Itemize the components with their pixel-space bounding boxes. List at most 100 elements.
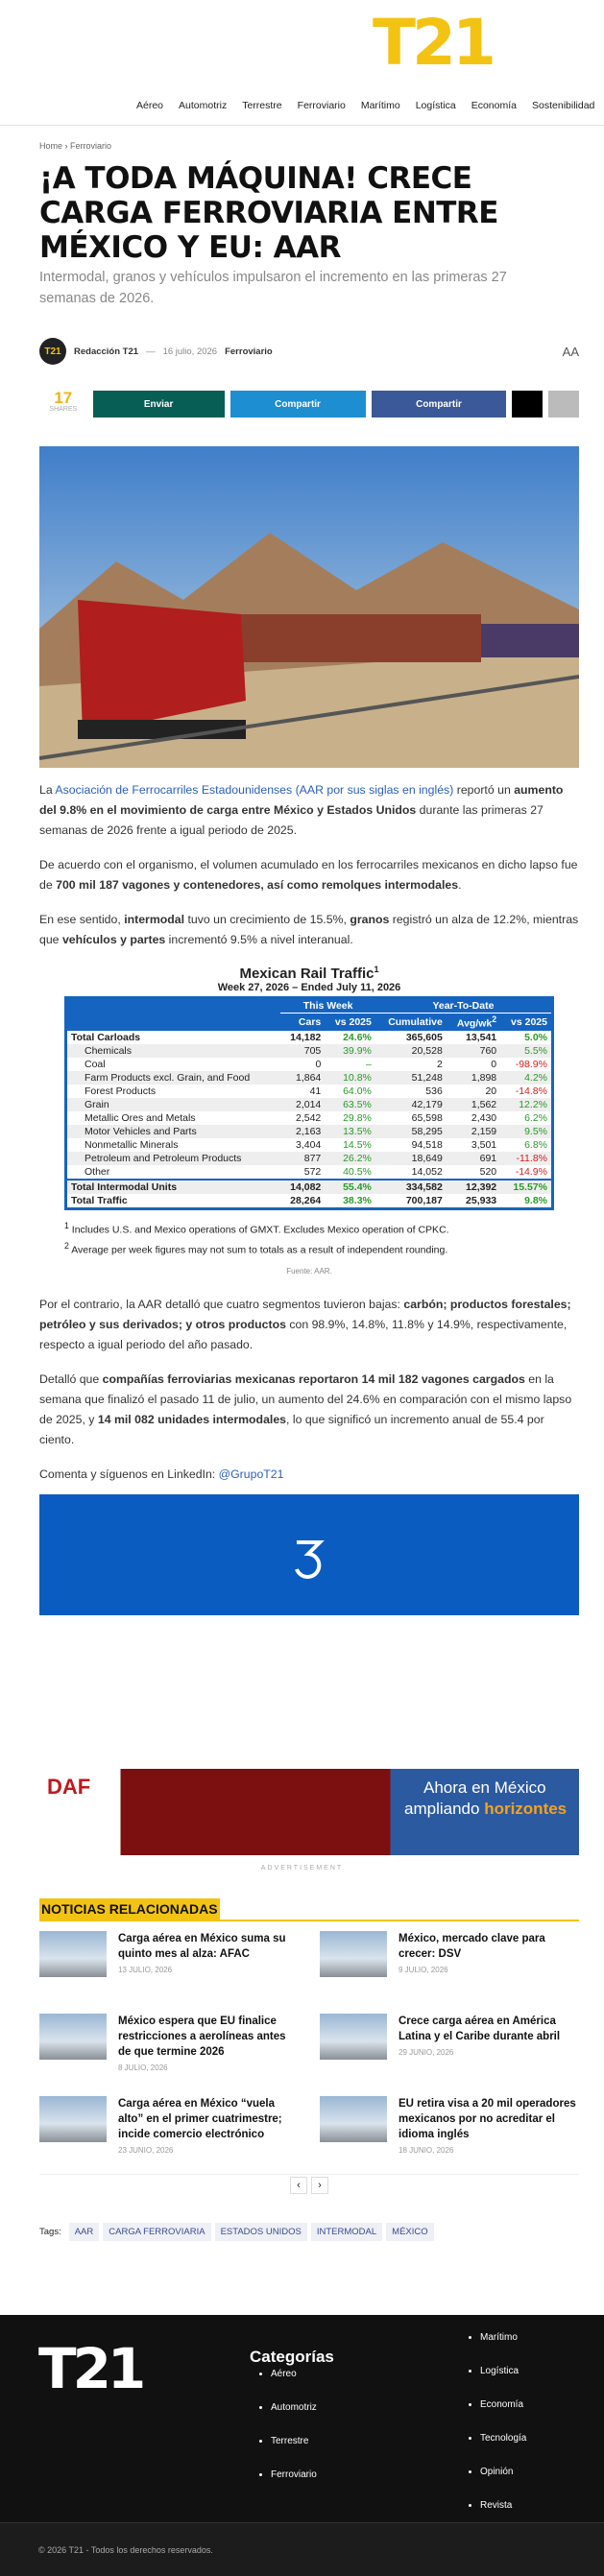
related-title: México espera que EU finalice restriccio… [118, 2015, 286, 2058]
table-cell: 39.9% [343, 1044, 372, 1057]
title: ¡A TODA MÁQUINA! CRECE CARGA FERROVIARIA… [39, 161, 498, 265]
table-cell: 5.5% [524, 1044, 547, 1057]
linkedin[interactable]: Compartir [230, 391, 366, 417]
footer-link[interactable]: Economía [480, 2399, 526, 2410]
table-cell: 12,392 [466, 1181, 497, 1193]
related-item[interactable]: Carga aérea en México suma su quinto mes… [39, 1931, 299, 1998]
footer-link[interactable]: Marítimo [480, 2332, 526, 2343]
table-cell: 365,605 [405, 1031, 443, 1043]
thumbnail [39, 1931, 107, 1977]
related-item[interactable]: México espera que EU finalice restriccio… [39, 2014, 299, 2081]
paragraph: Detalló que compañías ferroviarias mexic… [39, 1370, 579, 1450]
tag[interactable]: AAR [68, 2223, 100, 2241]
pagination: ‹ › [39, 2174, 579, 2194]
nav-item[interactable]: Ferroviario [297, 100, 346, 111]
text: 2 [492, 1014, 497, 1024]
x-button[interactable] [512, 391, 544, 417]
nav-item[interactable]: Sostenibilidad [532, 100, 595, 111]
footer-link[interactable]: Aéreo [271, 2369, 317, 2379]
table-cell: 1,864 [296, 1071, 322, 1084]
table-cell: 14,052 [411, 1165, 443, 1178]
text[interactable]: › [311, 2177, 328, 2194]
table-row: Total Intermodal Units 14,082 55.4% 334,582… [65, 1179, 553, 1194]
table-row: Motor Vehicles and Parts 2,163 13.5% 58,295… [65, 1124, 553, 1138]
table-row: Other 572 40.5% 14,052 520 -14.9% [66, 1165, 553, 1180]
related-item[interactable]: EU retira visa a 20 mil operadores mexic… [320, 2096, 579, 2163]
text: Categorías [250, 2348, 334, 2366]
text: Cars [298, 1015, 322, 1028]
table-cell: 28,264 [290, 1194, 322, 1206]
thumbnail [320, 1931, 387, 1977]
nav-item[interactable]: Logística [415, 100, 456, 111]
text: DAF [47, 1775, 91, 1799]
embed-box[interactable] [39, 1494, 579, 1615]
text[interactable]: @GrupoT21 [218, 1467, 284, 1481]
related-item[interactable]: México, mercado clave para crecer: DSV 9 … [320, 1931, 579, 1998]
related-item[interactable]: Crece carga aérea en América Latina y el… [320, 2014, 579, 2081]
nav-item[interactable]: Aéreo [136, 100, 164, 111]
text[interactable]: ‹ [290, 2177, 307, 2194]
text: 1 [64, 1220, 69, 1230]
footer-link[interactable]: Terrestre [271, 2436, 317, 2446]
element: Aéreo Automotriz Terrestre Ferroviario [259, 2369, 317, 2503]
text: compañías ferroviarias mexicanas reporta… [102, 1371, 525, 1386]
table-cell: 94,518 [411, 1138, 443, 1151]
table-cell: Farm Products excl. Grain, and Food [85, 1071, 251, 1084]
column-header: Cars [280, 1013, 326, 1031]
footer-link[interactable]: Ferroviario [271, 2469, 317, 2480]
text[interactable]: AA [562, 344, 579, 359]
table-cell: Total Intermodal Units [71, 1181, 178, 1193]
article-body: La Asociación de Ferrocarriles Estadouni… [39, 780, 579, 1499]
text[interactable]: Ferroviario [70, 141, 112, 151]
ad-banner[interactable]: DAF Ahora en México ampliando horizontes [39, 1769, 579, 1855]
group-header: This Week [280, 997, 375, 1014]
text: vs 2025 [334, 1015, 372, 1028]
tag[interactable]: MÉXICO [386, 2223, 434, 2241]
footer-link[interactable]: Tecnología [480, 2433, 526, 2444]
subtitle: Intermodal, granos y vehículos impulsaro… [39, 270, 507, 306]
element [295, 1540, 325, 1579]
text: Detalló que [39, 1371, 103, 1386]
facebook[interactable]: Compartir [371, 391, 507, 417]
text: granos [350, 913, 390, 926]
table-cell: 65,598 [411, 1111, 443, 1124]
nav-item[interactable]: Automotriz [179, 100, 228, 111]
table-cell: 40.5% [343, 1165, 372, 1178]
table-cell: 9.8% [524, 1194, 547, 1206]
text: Includes U.S. and Mexico operations of G… [71, 1224, 449, 1235]
whatsapp[interactable]: Enviar [92, 391, 225, 417]
table-cell: 20 [485, 1085, 497, 1097]
text: tuvo un crecimiento de 15.5%, [184, 913, 350, 926]
thumbnail [39, 2096, 107, 2142]
nav: Aéreo Automotriz Terrestre Ferroviario Marít… [129, 100, 604, 111]
text: 17 [54, 389, 73, 407]
table-cell: 760 [479, 1044, 497, 1057]
tag[interactable]: CARGA FERROVIARIA [103, 2223, 211, 2241]
table-cell: 25,933 [466, 1194, 497, 1206]
related-date: 8 JULIO, 2026 [118, 2063, 168, 2072]
text[interactable]: Asociación de Ferrocarriles Estadouniden… [55, 783, 454, 797]
table-cell: 55.4% [343, 1181, 372, 1193]
related-item[interactable]: Carga aérea en México “vuela alto” en el… [39, 2096, 299, 2163]
element: Carga aérea en México suma su quinto mes… [118, 1931, 299, 1998]
share-button[interactable] [548, 391, 579, 417]
footer-link[interactable]: Revista [480, 2500, 526, 2511]
table-cell: Grain [85, 1098, 109, 1110]
element: 1 Includes U.S. and Mexico operations of… [64, 1218, 554, 1259]
tag[interactable]: INTERMODAL [310, 2223, 383, 2241]
element [78, 600, 246, 734]
tag[interactable]: ESTADOS UNIDOS [214, 2223, 307, 2241]
footer-link[interactable]: Logística [480, 2366, 526, 2376]
text: carbón; productos forestales; petróleo y… [39, 1297, 571, 1331]
nav-item[interactable]: Marítimo [360, 100, 400, 111]
nav-item[interactable]: Terrestre [242, 100, 282, 111]
text[interactable]: Home [39, 141, 63, 151]
table-cell: 1,898 [471, 1071, 497, 1084]
footer-link[interactable]: Opinión [480, 2467, 526, 2477]
nav-item[interactable]: Economía [471, 100, 517, 111]
tags: Tags: AAR CARGA FERROVIARIA ESTADOS UNIDOS I… [39, 2223, 438, 2241]
logo[interactable]: T21 [373, 6, 496, 80]
table-cell: 572 [303, 1165, 322, 1178]
table-cell: 9.5% [524, 1125, 547, 1137]
footer-link[interactable]: Automotriz [271, 2402, 317, 2413]
